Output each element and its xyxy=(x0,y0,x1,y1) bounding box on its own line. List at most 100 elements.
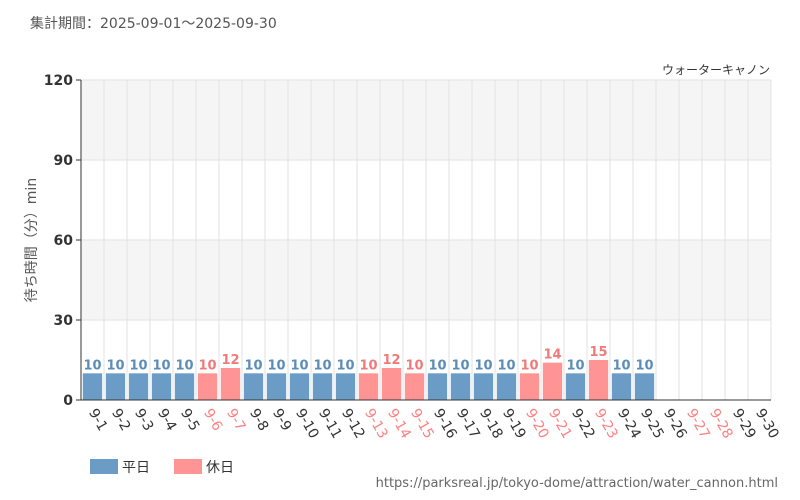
bar xyxy=(335,373,356,400)
x-tick-label: 9-11 xyxy=(315,406,345,442)
bar xyxy=(220,368,241,400)
x-tick-label: 9-27 xyxy=(683,406,713,442)
data-label: 10 xyxy=(152,358,170,373)
data-label: 10 xyxy=(244,358,262,373)
source-url: https://parksreal.jp/tokyo-dome/attracti… xyxy=(376,476,778,491)
data-label: 10 xyxy=(175,358,193,373)
legend-swatch-weekday xyxy=(90,459,118,474)
bar xyxy=(312,373,333,400)
x-tick-label: 9-18 xyxy=(476,406,506,442)
x-tick-label: 9-3 xyxy=(131,406,156,434)
data-label: 10 xyxy=(129,358,147,373)
data-label: 10 xyxy=(566,358,584,373)
data-label: 15 xyxy=(589,345,607,360)
data-label: 10 xyxy=(474,358,492,373)
data-label: 10 xyxy=(267,358,285,373)
data-label: 10 xyxy=(83,358,101,373)
x-tick-label: 9-5 xyxy=(177,406,202,434)
data-label: 10 xyxy=(198,358,216,373)
data-label: 14 xyxy=(543,348,561,363)
bar xyxy=(496,373,517,400)
x-tick-label: 9-6 xyxy=(200,406,225,434)
data-label: 10 xyxy=(106,358,124,373)
data-label: 10 xyxy=(405,358,423,373)
bar xyxy=(243,373,264,400)
x-tick-label: 9-7 xyxy=(223,406,248,434)
x-tick-label: 9-12 xyxy=(338,406,368,442)
bar xyxy=(611,373,632,400)
x-tick-label: 9-8 xyxy=(246,406,271,434)
data-label: 10 xyxy=(359,358,377,373)
bar xyxy=(266,373,287,400)
legend: 平日 休日 xyxy=(90,459,234,476)
bar xyxy=(634,373,655,400)
data-label: 10 xyxy=(290,358,308,373)
x-tick-label: 9-20 xyxy=(522,406,552,442)
bar xyxy=(427,373,448,400)
bar xyxy=(151,373,172,400)
legend-swatch-holiday xyxy=(174,459,202,474)
y-tick-label: 60 xyxy=(54,233,74,249)
legend-label-weekday: 平日 xyxy=(122,460,150,476)
x-tick-label: 9-25 xyxy=(637,406,667,442)
x-tick-label: 9-2 xyxy=(108,406,133,434)
bar xyxy=(128,373,149,400)
data-label: 10 xyxy=(451,358,469,373)
y-tick-label: 0 xyxy=(63,393,73,409)
y-axis-ticks: 0 30 60 90 120 xyxy=(44,73,81,409)
x-tick-label: 9-15 xyxy=(407,406,437,442)
bar xyxy=(174,373,195,400)
x-tick-label: 9-23 xyxy=(591,406,621,442)
x-tick-label: 9-1 xyxy=(85,406,110,434)
bar xyxy=(450,373,471,400)
y-tick-label: 120 xyxy=(44,73,73,89)
legend-label-holiday: 休日 xyxy=(206,460,234,476)
bars xyxy=(82,360,655,400)
x-tick-label: 9-10 xyxy=(292,406,322,442)
data-label: 10 xyxy=(612,358,630,373)
x-tick-label: 9-16 xyxy=(430,406,460,442)
bar xyxy=(381,368,402,400)
bar xyxy=(473,373,494,400)
data-label: 10 xyxy=(635,358,653,373)
x-axis-ticks: 9-19-29-39-49-59-69-79-89-99-109-119-129… xyxy=(85,406,782,442)
x-tick-label: 9-29 xyxy=(729,406,759,442)
data-label: 10 xyxy=(428,358,446,373)
data-label: 10 xyxy=(336,358,354,373)
x-tick-label: 9-17 xyxy=(453,406,483,442)
y-axis-label: 待ち時間（分）min xyxy=(24,178,40,302)
period-text: 集計期間：2025-09-01～2025-09-30 xyxy=(30,15,277,32)
x-tick-label: 9-30 xyxy=(752,406,782,442)
y-tick-label: 30 xyxy=(54,313,74,329)
grid-lines xyxy=(80,79,772,400)
data-labels: 10 10 10 10 10 10 12 10 10 10 10 10 10 12 10 10 10 10 10 10… xyxy=(83,345,653,373)
bar xyxy=(358,373,379,400)
x-tick-label: 9-22 xyxy=(568,406,598,442)
series-title: ウォーターキャノン xyxy=(662,63,770,77)
y-tick-label: 90 xyxy=(54,153,74,169)
data-label: 10 xyxy=(497,358,515,373)
bar xyxy=(519,373,540,400)
data-label: 10 xyxy=(520,358,538,373)
bar xyxy=(82,373,103,400)
data-label: 12 xyxy=(221,353,239,368)
x-tick-label: 9-13 xyxy=(361,406,391,442)
data-label: 10 xyxy=(313,358,331,373)
x-tick-label: 9-21 xyxy=(545,406,575,442)
bar xyxy=(588,360,609,400)
bar xyxy=(105,373,126,400)
bar xyxy=(289,373,310,400)
x-tick-label: 9-19 xyxy=(499,406,529,442)
x-tick-label: 9-26 xyxy=(660,406,690,442)
bar xyxy=(404,373,425,400)
x-tick-label: 9-4 xyxy=(154,406,179,434)
x-tick-label: 9-9 xyxy=(269,406,294,434)
bar xyxy=(542,362,563,400)
x-tick-label: 9-28 xyxy=(706,406,736,442)
bar xyxy=(565,373,586,400)
data-label: 12 xyxy=(382,353,400,368)
x-tick-label: 9-14 xyxy=(384,406,414,442)
bar xyxy=(197,373,218,400)
x-tick-label: 9-24 xyxy=(614,406,644,442)
